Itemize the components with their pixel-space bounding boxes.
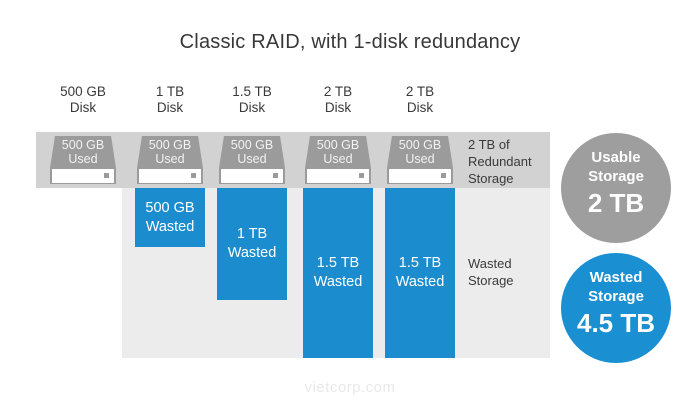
disk-used-label: 500 GB Used <box>316 138 360 166</box>
circle-value: 4.5 TB <box>576 308 656 338</box>
disk-led-icon <box>273 173 278 178</box>
disk-word-label: Disk <box>238 99 266 115</box>
redundant-storage-label: 2 TB of Redundant Storage <box>468 137 532 186</box>
disk-panel <box>52 169 114 183</box>
circle-label: Usable <box>591 149 641 166</box>
disk-used-label: 500 GB Used <box>230 138 274 166</box>
disk-icon-2: 500 GB Used <box>137 136 203 184</box>
disk-size-label: 1.5 TB <box>232 84 272 99</box>
disk-word-label: Disk <box>69 99 97 115</box>
disk-panel <box>389 169 451 183</box>
wasted-storage-circle: Wasted Storage 4.5 TB <box>561 253 671 363</box>
disk-icon-4: 500 GB Used <box>305 136 371 184</box>
wasted-bar-5: 1.5 TB Wasted <box>385 188 455 358</box>
column-header-3: 1.5 TB Disk <box>207 84 297 115</box>
used-storage-band <box>36 132 550 188</box>
wasted-storage-label: Wasted Storage <box>468 256 514 288</box>
diagram-title: Classic RAID, with 1-disk redundancy <box>179 31 521 53</box>
disk-led-icon <box>359 173 364 178</box>
disk-led-icon <box>441 173 446 178</box>
circle-label: Wasted <box>589 269 643 286</box>
disk-used-label: 500 GB Used <box>61 138 105 166</box>
disk-icon-1: 500 GB Used <box>50 136 116 184</box>
disk-size-label: 500 GB <box>60 84 106 99</box>
wasted-bar-4: 1.5 TB Wasted <box>303 188 373 358</box>
disk-size-label: 2 TB <box>323 84 353 99</box>
wasted-bar-2: 500 GB Wasted <box>135 188 205 247</box>
usable-storage-circle: Usable Storage 2 TB <box>561 133 671 243</box>
disk-word-label: Disk <box>406 99 434 115</box>
column-header-5: 2 TB Disk <box>375 84 465 115</box>
disk-panel <box>221 169 283 183</box>
disk-word-label: Disk <box>156 99 184 115</box>
disk-icon-3: 500 GB Used <box>219 136 285 184</box>
disk-panel <box>139 169 201 183</box>
disk-size-label: 2 TB <box>405 84 435 99</box>
circle-label: Storage <box>588 288 644 305</box>
disk-used-label: 500 GB Used <box>148 138 192 166</box>
disk-panel <box>307 169 369 183</box>
disk-size-label: 1 TB <box>155 84 185 99</box>
column-header-2: 1 TB Disk <box>125 84 215 115</box>
disk-used-label: 500 GB Used <box>398 138 442 166</box>
disk-led-icon <box>191 173 196 178</box>
wasted-bar-3: 1 TB Wasted <box>217 188 287 300</box>
column-header-1: 500 GB Disk <box>38 84 128 115</box>
column-header-4: 2 TB Disk <box>293 84 383 115</box>
disk-word-label: Disk <box>324 99 352 115</box>
disk-led-icon <box>104 173 109 178</box>
disk-icon-5: 500 GB Used <box>387 136 453 184</box>
circle-label: Storage <box>588 168 644 185</box>
circle-value: 2 TB <box>587 188 645 218</box>
watermark: vietcorp.com <box>304 379 396 396</box>
